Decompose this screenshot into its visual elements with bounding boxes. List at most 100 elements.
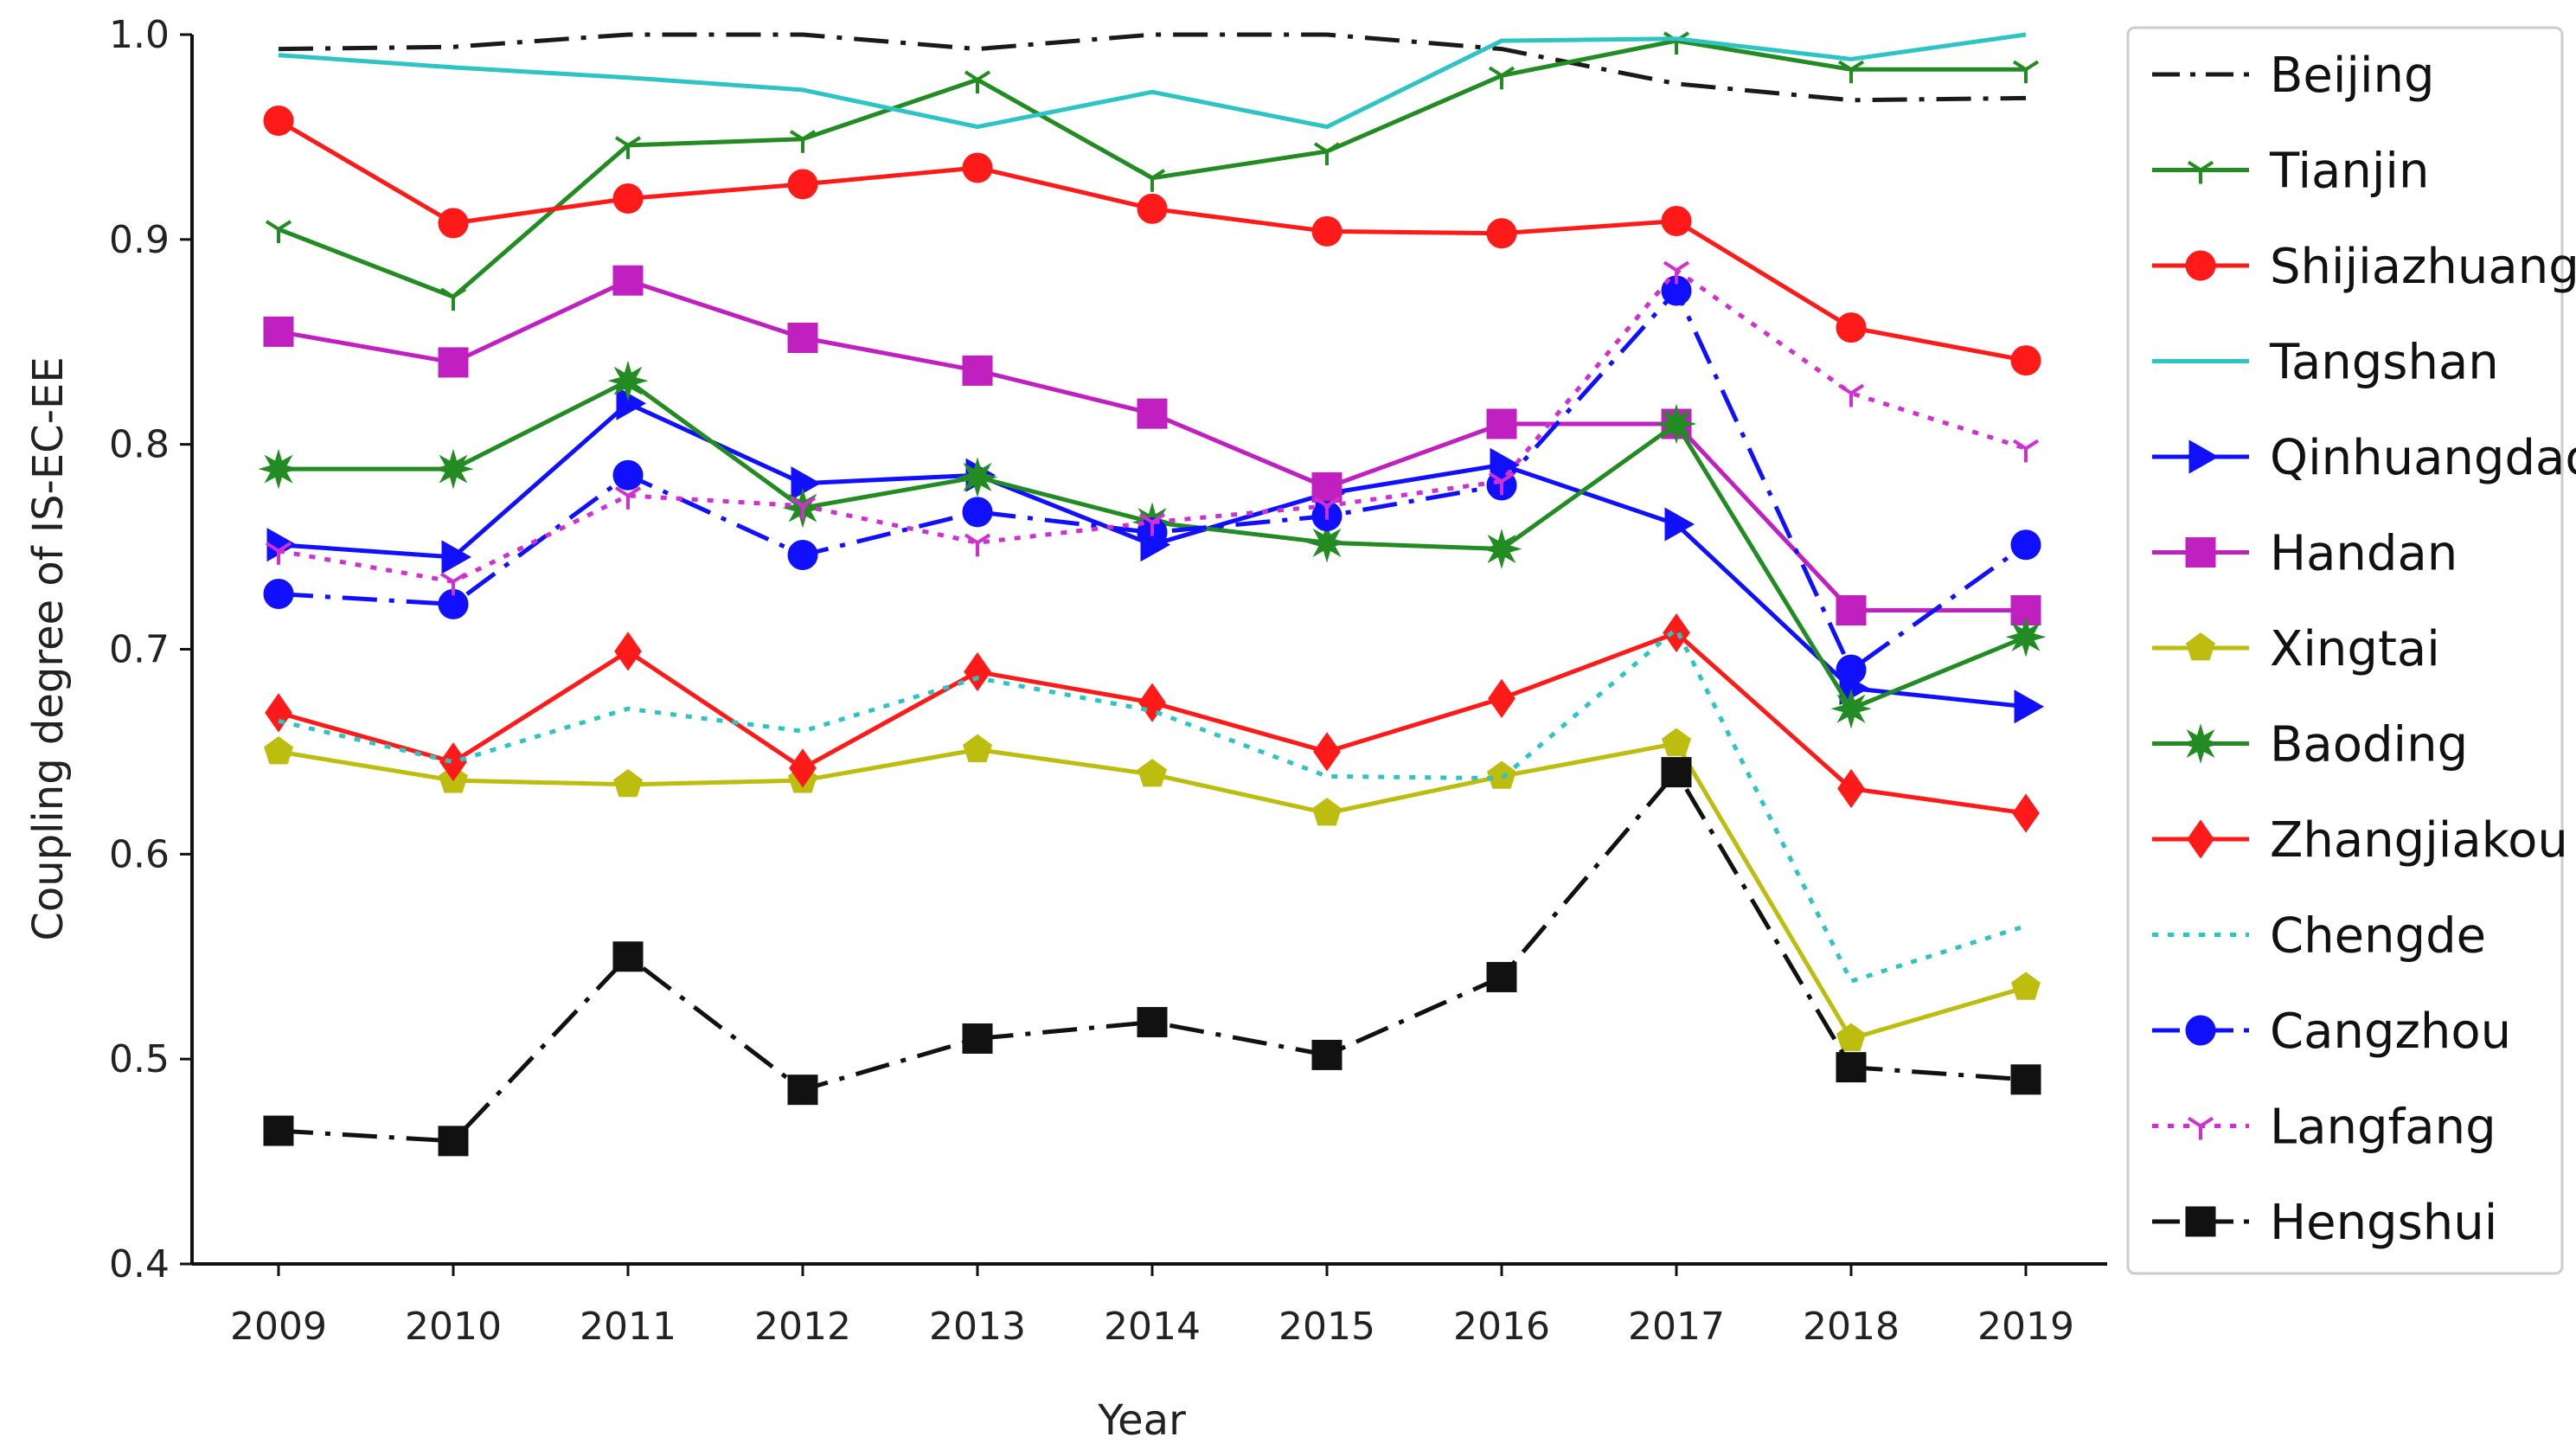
data-point-cangzhou	[2010, 529, 2041, 561]
data-point-zhangjiakou	[265, 693, 292, 733]
series-qinhuangdao	[266, 386, 2045, 724]
data-point-tianjin	[1837, 60, 1865, 84]
series-line-tianjin	[278, 38, 2026, 299]
data-point-tianjin	[439, 287, 467, 311]
data-point-hengshui	[2010, 1064, 2041, 1095]
data-point-baoding	[1656, 403, 1697, 445]
data-point-zhangjiakou	[1663, 613, 1690, 653]
data-point-langfang	[1663, 260, 1690, 285]
series-langfang	[265, 260, 2040, 596]
data-point-hengshui	[1661, 757, 1692, 788]
legend-entry-baoding: Baoding	[2152, 717, 2468, 773]
legend-entry-chengde: Chengde	[2152, 908, 2486, 965]
data-point-qinhuangdao	[2014, 690, 2045, 724]
data-point-zhangjiakou	[439, 742, 467, 782]
data-point-langfang	[789, 497, 817, 520]
legend-marker	[2186, 632, 2215, 661]
data-point-handan	[612, 265, 644, 296]
data-point-handan	[1836, 595, 1867, 626]
data-point-langfang	[265, 542, 292, 565]
legend-label: Beijing	[2270, 48, 2435, 104]
data-point-zhangjiakou	[614, 632, 642, 671]
data-point-shijiazhuang	[1137, 193, 1168, 224]
x-tick-label: 2014	[1104, 1305, 1201, 1349]
legend-marker	[2185, 537, 2216, 568]
data-point-shijiazhuang	[1661, 206, 1692, 237]
series-line-xingtai	[278, 741, 2027, 1041]
data-point-handan	[1311, 471, 1342, 503]
data-point-cangzhou	[612, 459, 644, 491]
data-point-qinhuangdao	[791, 466, 822, 501]
data-point-xingtai	[1487, 760, 1516, 789]
data-point-xingtai	[264, 736, 293, 765]
x-tick-label: 2017	[1628, 1305, 1725, 1349]
data-point-hengshui	[787, 1074, 818, 1106]
data-point-shijiazhuang	[1311, 215, 1342, 247]
data-point-hengshui	[438, 1126, 469, 1157]
legend-marker	[2185, 1015, 2216, 1046]
series-zhangjiakou	[265, 613, 2040, 833]
data-point-handan	[438, 347, 469, 378]
legend-label: Handan	[2270, 526, 2457, 582]
data-point-shijiazhuang	[1836, 312, 1867, 343]
data-point-tianjin	[2012, 60, 2040, 84]
data-point-shijiazhuang	[1486, 218, 1517, 249]
x-tick-label: 2011	[580, 1305, 676, 1349]
data-point-zhangjiakou	[789, 748, 817, 788]
data-point-zhangjiakou	[964, 651, 991, 692]
legend-label: Zhangjiakou	[2270, 812, 2568, 869]
data-point-baoding	[1830, 688, 1872, 729]
data-point-zhangjiakou	[1837, 768, 1865, 809]
data-point-handan	[1137, 398, 1168, 429]
data-point-zhangjiakou	[2012, 793, 2040, 833]
data-point-qinhuangdao	[1664, 507, 1695, 542]
data-point-baoding	[1306, 522, 1348, 563]
legend-label: Qinhuangdao	[2270, 430, 2576, 486]
legend-entry-shijiazhuang: Shijiazhuang	[2152, 239, 2576, 295]
legend-entry-xingtai: Xingtai	[2152, 621, 2440, 677]
data-point-xingtai	[1836, 1023, 1866, 1051]
legend-entry-tangshan: Tangshan	[2152, 335, 2499, 391]
legend-marker	[2187, 819, 2214, 859]
legend-marker	[2185, 1206, 2216, 1237]
legend-label: Baoding	[2270, 717, 2468, 773]
series-line-chengde	[278, 626, 2027, 984]
legend-marker	[2180, 723, 2221, 764]
data-point-langfang	[2012, 439, 2040, 463]
data-point-shijiazhuang	[787, 169, 818, 200]
legend-label: Shijiazhuang	[2270, 239, 2576, 295]
data-point-hengshui	[1137, 1007, 1168, 1038]
data-point-langfang	[1488, 471, 1515, 496]
data-point-shijiazhuang	[438, 208, 469, 239]
data-point-shijiazhuang	[2010, 345, 2041, 376]
y-tick-label: 0.5	[109, 1037, 170, 1081]
data-point-tianjin	[1313, 142, 1341, 165]
data-point-tianjin	[1138, 169, 1166, 192]
legend-label: Xingtai	[2270, 621, 2440, 677]
data-point-tianjin	[964, 70, 991, 94]
legend-entry-handan: Handan	[2152, 526, 2457, 582]
legend-label: Hengshui	[2270, 1195, 2497, 1251]
y-tick-label: 0.6	[109, 832, 170, 876]
data-point-zhangjiakou	[1313, 732, 1341, 772]
data-point-shijiazhuang	[612, 183, 644, 214]
data-point-xingtai	[1662, 728, 1691, 756]
data-point-langfang	[1837, 383, 1865, 407]
ticks: 0.4 0.5 0.6 0.7 0.8 0.9 1.0 2009 2010 2011 2012 201…	[109, 13, 2074, 1349]
data-point-handan	[263, 316, 294, 347]
series-line-tangshan	[278, 32, 2027, 130]
data-point-hengshui	[962, 1023, 993, 1054]
y-tick-label: 0.4	[109, 1242, 170, 1286]
data-point-baoding	[607, 360, 649, 401]
legend-marker	[2187, 160, 2214, 184]
x-tick-label: 2013	[929, 1305, 1026, 1349]
data-point-tianjin	[265, 220, 292, 243]
data-point-hengshui	[1486, 961, 1517, 992]
data-point-hengshui	[1311, 1039, 1342, 1070]
series-chengde	[278, 626, 2027, 984]
legend-entry-zhangjiakou: Zhangjiakou	[2152, 812, 2568, 869]
data-point-langfang	[1138, 512, 1166, 536]
data-point-xingtai	[1312, 798, 1342, 826]
data-point-handan	[787, 323, 818, 354]
legend-entry-langfang: Langfang	[2152, 1100, 2496, 1156]
